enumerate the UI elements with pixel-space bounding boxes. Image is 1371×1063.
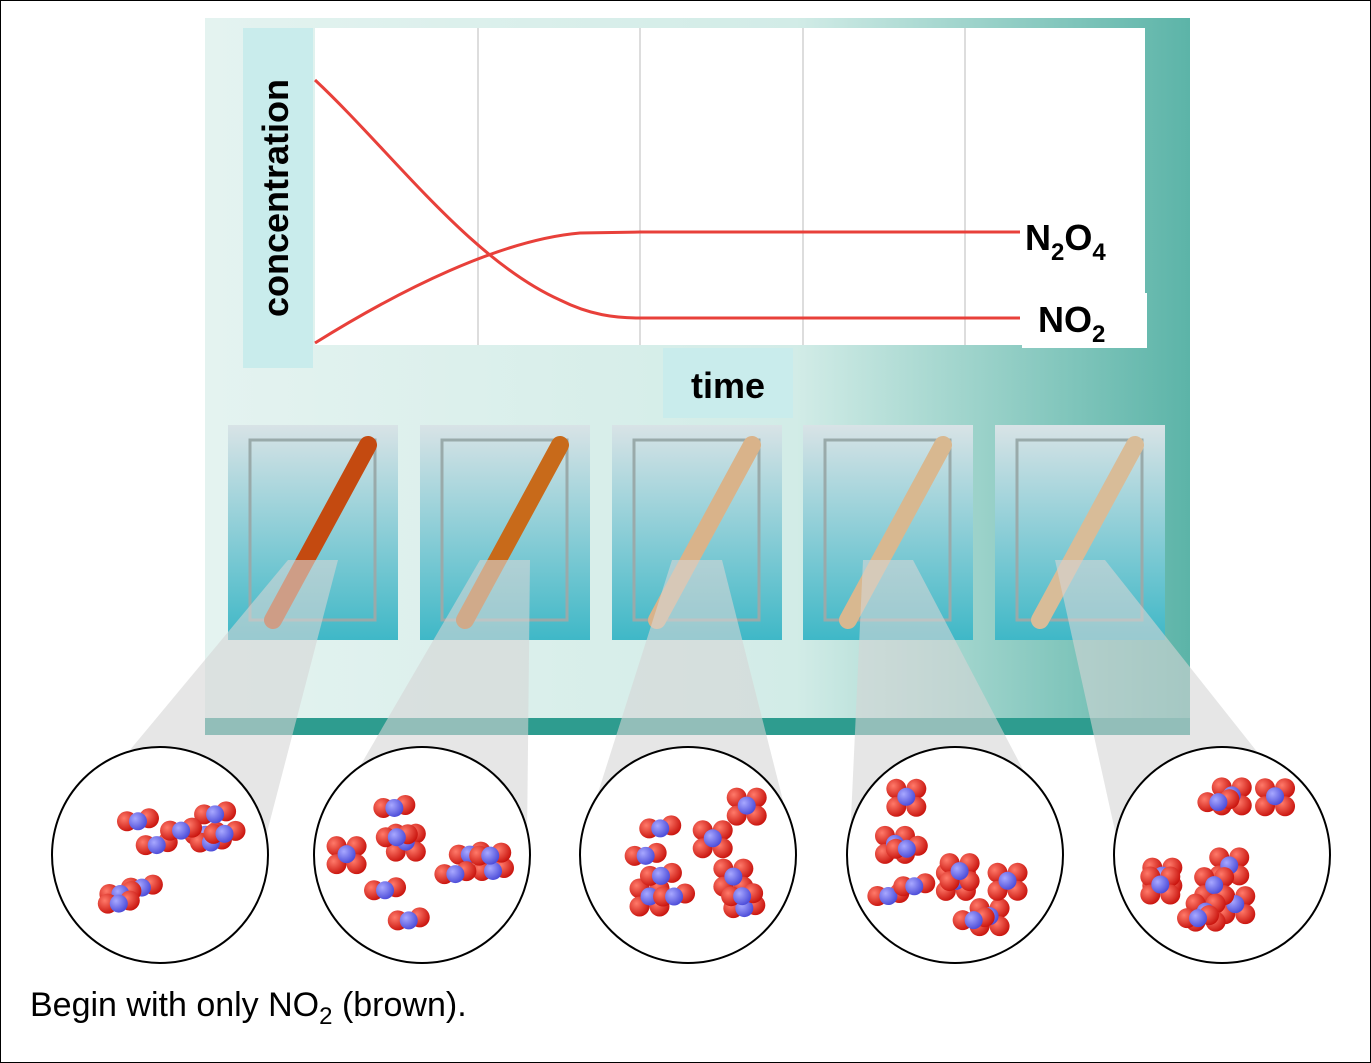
nitrogen xyxy=(1266,787,1284,805)
nitrogen xyxy=(1205,876,1223,894)
nitrogen xyxy=(1151,876,1169,894)
nitrogen xyxy=(481,847,499,865)
nitrogen xyxy=(637,847,655,865)
nitrogen xyxy=(400,911,418,929)
nitrogen xyxy=(724,868,742,886)
nitrogen xyxy=(965,911,983,929)
sub: 2 xyxy=(1092,321,1105,348)
nitrogen xyxy=(110,895,128,913)
nitrogen xyxy=(733,887,751,905)
nitrogen xyxy=(172,822,190,840)
sub: 2 xyxy=(1051,239,1064,266)
caption-text: Begin with only NO xyxy=(30,986,319,1024)
nitrogen xyxy=(651,819,669,837)
nitrogen xyxy=(898,840,916,858)
nitrogen xyxy=(148,836,166,854)
nitrogen xyxy=(215,825,233,843)
nitrogen xyxy=(446,865,464,883)
caption-sub: 2 xyxy=(319,1003,332,1030)
nitrogen xyxy=(999,872,1017,890)
molecule-view xyxy=(580,747,796,963)
nitrogen xyxy=(652,867,670,885)
n: N xyxy=(1025,217,1051,258)
nitrogen xyxy=(905,877,923,895)
sub: 4 xyxy=(1092,239,1106,266)
plot-area xyxy=(315,28,1145,345)
y-axis-label: concentration xyxy=(255,79,296,317)
x-axis-label: time xyxy=(691,365,765,406)
nitrogen xyxy=(206,805,224,823)
slide: concentration time N2O4 NO2 Begin with o… xyxy=(0,0,1371,1063)
o: O xyxy=(1064,217,1092,258)
nitrogen xyxy=(951,862,969,880)
nitrogen xyxy=(129,812,147,830)
caption-text: (brown). xyxy=(333,986,467,1024)
molecule-view xyxy=(52,747,268,963)
nitrogen xyxy=(388,828,406,846)
nitrogen xyxy=(665,888,683,906)
nitrogen xyxy=(738,797,756,815)
caption: Begin with only NO2 (brown). xyxy=(30,986,467,1030)
nitrogen xyxy=(897,788,915,806)
nitrogen xyxy=(1209,793,1227,811)
nitrogen xyxy=(385,799,403,817)
no: NO xyxy=(1038,299,1092,340)
nitrogen xyxy=(704,829,722,847)
nitrogen xyxy=(1189,909,1207,927)
nitrogen xyxy=(484,862,502,880)
nitrogen xyxy=(338,845,356,863)
nitrogen xyxy=(376,881,394,899)
